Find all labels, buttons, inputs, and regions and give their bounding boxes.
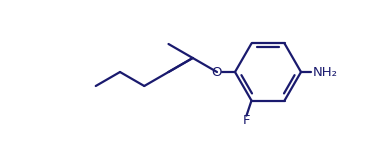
- Text: NH₂: NH₂: [313, 66, 338, 78]
- Text: O: O: [212, 66, 222, 78]
- Text: F: F: [243, 114, 250, 127]
